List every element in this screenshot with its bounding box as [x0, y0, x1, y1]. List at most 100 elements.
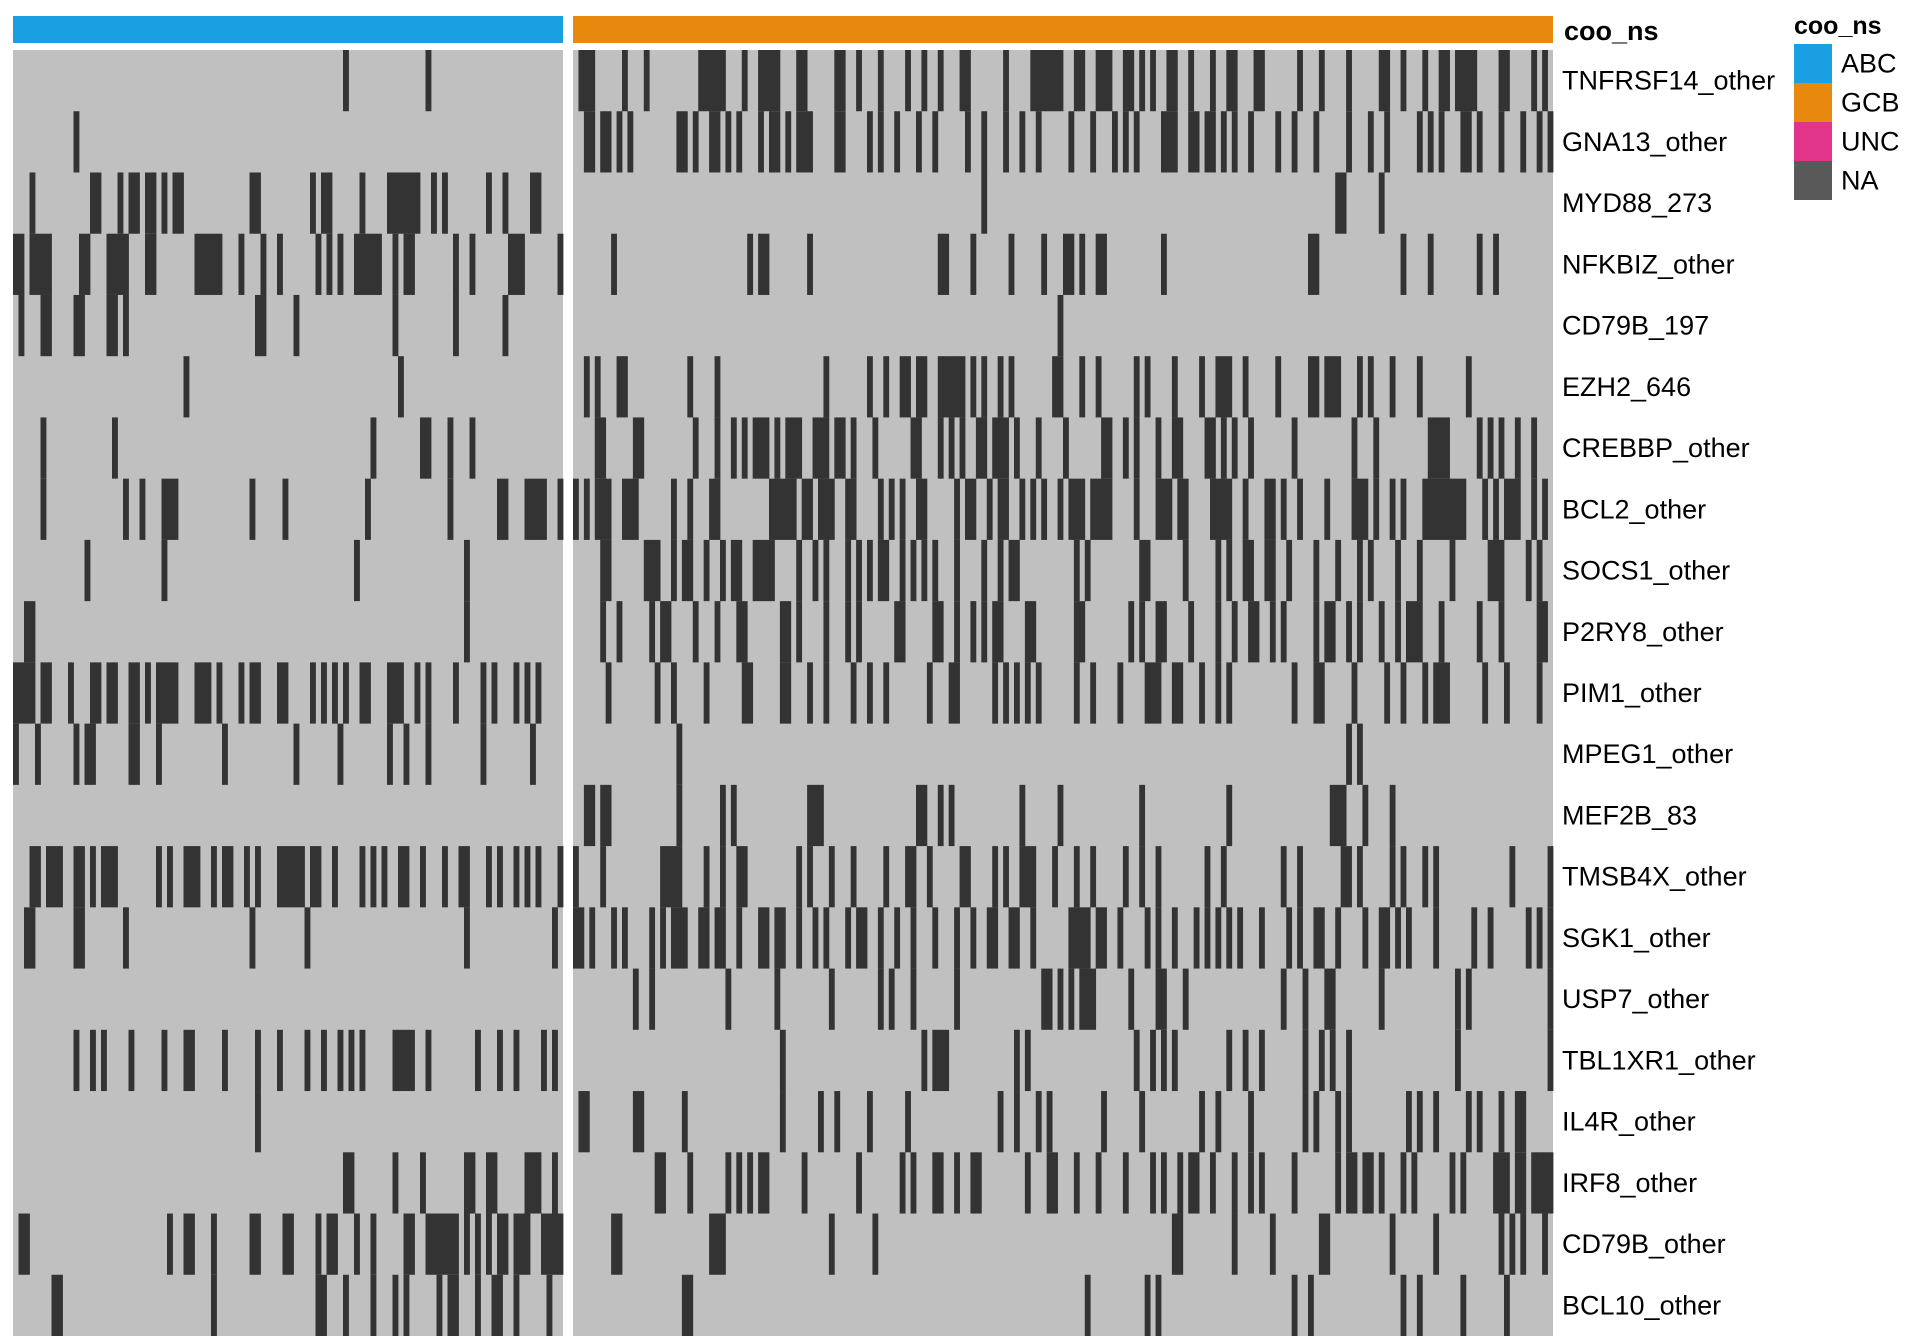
mutation-cell [112, 233, 118, 295]
mutation-cell [1346, 723, 1352, 785]
mutation-cell [1346, 601, 1352, 663]
mutation-cell [1014, 1091, 1020, 1153]
mutation-cell [970, 478, 977, 540]
mutation-cell [1003, 662, 1009, 724]
mutation-cell [1416, 601, 1423, 663]
mutation-cell [856, 601, 862, 663]
mutation-cell [671, 907, 677, 969]
mutation-cell [1150, 662, 1156, 724]
mutation-cell [359, 662, 366, 724]
mutation-cell [414, 172, 421, 234]
mutation-cell [932, 907, 939, 969]
mutation-cell [310, 662, 316, 724]
mutation-cell [828, 968, 835, 1030]
mutation-cell [877, 539, 884, 602]
mutation-cell [921, 1029, 928, 1092]
mutation-cell [785, 478, 792, 540]
mutation-cell [714, 907, 721, 969]
mutation-cell [1449, 1152, 1456, 1214]
mutation-cell [1335, 784, 1342, 847]
mutation-cell [905, 1091, 911, 1153]
mutation-cell [282, 478, 289, 540]
mutation-cell [741, 662, 748, 724]
mutation-cell [183, 1213, 190, 1275]
mutation-cell [905, 356, 911, 418]
mutation-cell [1378, 968, 1385, 1030]
mutation-cell [1297, 50, 1303, 112]
mutation-cell [681, 1091, 688, 1153]
mutation-cell [899, 356, 906, 418]
mutation-cell [654, 1152, 661, 1214]
mutation-cell [1269, 1213, 1276, 1275]
mutation-cell [1215, 539, 1222, 602]
mutation-cell [1220, 478, 1227, 540]
mutation-cell [1291, 417, 1298, 479]
mutation-cell [1095, 907, 1102, 969]
mutation-cell [1340, 172, 1347, 234]
mutation-cell [1542, 478, 1548, 540]
mutation-cell [134, 662, 140, 724]
mutation-cell [687, 539, 694, 602]
mutation-cell [1248, 1091, 1254, 1153]
mutation-cell [18, 233, 25, 295]
mutation-cell [573, 907, 579, 969]
mutation-cell [1253, 50, 1260, 112]
mutation-cell [1444, 417, 1450, 479]
mutation-cell [834, 111, 841, 173]
mutation-cell [1204, 417, 1211, 479]
mutation-cell [255, 1213, 261, 1275]
mutation-cell [1150, 1029, 1156, 1092]
mutation-cell [632, 1091, 639, 1153]
mutation-cell [1063, 233, 1069, 295]
mutation-cell [932, 601, 939, 663]
mutation-cell [959, 417, 966, 479]
row-label-socs1-other: SOCS1_other [1562, 556, 1730, 586]
mutation-cell [1144, 1274, 1151, 1336]
mutation-cell [779, 601, 786, 663]
mutation-cell [255, 1091, 261, 1153]
mutation-cell [937, 784, 944, 847]
row-label-tnfrsf14-other: TNFRSF14_other [1562, 66, 1775, 96]
mutation-cell [1313, 1091, 1320, 1153]
mutation-cell [260, 294, 267, 357]
mutation-cell [299, 846, 305, 908]
mutation-cell [106, 294, 113, 357]
mutation-cell [818, 784, 824, 847]
mutation-cell [502, 172, 509, 234]
mutation-cell [769, 50, 775, 112]
mutation-cell [752, 539, 759, 602]
row-label-bcl10-other: BCL10_other [1562, 1290, 1721, 1320]
mutation-cell [117, 172, 124, 234]
mutation-cell [1455, 478, 1461, 540]
mutation-cell [1003, 478, 1009, 540]
mutation-cell [464, 907, 470, 969]
mutation-cell [365, 478, 371, 540]
mutation-cell [877, 50, 884, 112]
mutation-cell [1291, 1152, 1298, 1214]
mutation-cell [1422, 478, 1429, 540]
mutation-cell [1340, 784, 1347, 847]
mutation-cell [1041, 478, 1048, 540]
mutation-cell [1536, 111, 1543, 173]
mutation-cell [1139, 50, 1146, 112]
mutation-cell [1275, 111, 1282, 173]
mutation-cell [156, 723, 162, 785]
mutation-cell [321, 172, 327, 234]
mutation-cell [541, 478, 547, 540]
mutation-cell [1329, 356, 1336, 418]
mutation-cell [24, 907, 30, 969]
mutation-cell [1422, 846, 1429, 908]
mutation-cell [1090, 111, 1097, 173]
mutation-cell [1476, 417, 1483, 479]
mutation-cell [1291, 111, 1298, 173]
mutation-cell [359, 233, 366, 295]
mutation-cell [867, 356, 873, 418]
mutation-cell [123, 233, 129, 295]
mutation-cell [29, 662, 36, 724]
mutation-cell [1057, 478, 1064, 540]
mutation-cell [255, 1029, 261, 1092]
mutation-cell [937, 1029, 944, 1092]
mutation-cell [1248, 417, 1254, 479]
mutation-cell [1297, 846, 1303, 908]
mutation-cell [321, 662, 327, 724]
